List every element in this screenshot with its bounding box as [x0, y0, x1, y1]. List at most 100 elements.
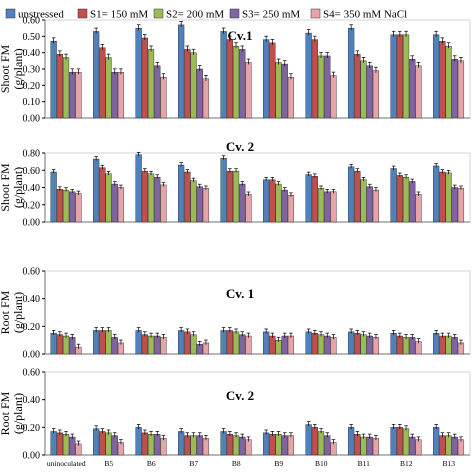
bar	[99, 47, 106, 119]
bar	[275, 183, 282, 223]
bar	[372, 189, 380, 223]
bar	[317, 431, 325, 456]
bar	[147, 434, 155, 456]
y-tick-label: 0.40	[23, 48, 41, 59]
bar	[348, 331, 355, 355]
bar	[245, 194, 252, 223]
bar	[354, 54, 361, 119]
bar	[366, 436, 373, 456]
bar	[117, 187, 125, 223]
bar	[135, 154, 142, 223]
bar	[50, 333, 57, 355]
bar	[196, 435, 203, 456]
bar	[239, 49, 246, 119]
bar	[263, 39, 270, 119]
bar	[390, 427, 397, 456]
y-axis-label: Shoot FM	[0, 44, 12, 93]
bar	[287, 195, 295, 223]
bar	[281, 435, 288, 456]
bar	[317, 334, 325, 355]
panel-3: 0.00 0.20 0.40 0.60 Root FM (g/plant) Cv. 1	[0, 267, 471, 361]
bar	[50, 171, 57, 223]
bar	[451, 436, 458, 456]
bar	[439, 435, 446, 456]
bar	[105, 330, 112, 355]
bar	[141, 432, 148, 456]
x-tick-label: B10	[315, 459, 328, 468]
bar	[275, 434, 282, 456]
legend-swatch	[153, 8, 164, 19]
bar	[239, 334, 246, 355]
bar	[232, 435, 240, 456]
y-tick-label: 0.00	[23, 218, 41, 229]
bar	[330, 337, 337, 355]
bar	[311, 176, 318, 223]
bar	[99, 167, 106, 223]
legend: unstressed S1= 150 mM S2= 200 mM S3= 250 mM…	[5, 8, 407, 21]
bar	[445, 45, 452, 119]
y-tick-label: 0.60	[23, 267, 41, 278]
bar	[50, 431, 57, 456]
bar	[348, 27, 355, 119]
x-tick-label: B12	[400, 459, 413, 468]
x-tick-label: B13	[442, 459, 455, 468]
bar	[154, 65, 161, 119]
bar	[433, 34, 440, 119]
bar	[354, 434, 361, 456]
bar	[390, 333, 397, 355]
bar	[141, 334, 148, 355]
legend-label: S1= 150 mM	[90, 9, 148, 21]
bar	[439, 335, 446, 355]
y-tick-label: 0.10	[23, 97, 41, 108]
y-tick-label: 0.20	[23, 322, 41, 333]
bar	[111, 72, 118, 119]
bar	[287, 76, 295, 119]
bar	[154, 434, 161, 456]
y-axis-label: Root FM	[0, 290, 12, 334]
bar	[263, 179, 270, 223]
y-axis-label: Root FM	[0, 391, 12, 435]
plot-frame	[44, 371, 471, 456]
panel-title: Cv. 1	[226, 286, 254, 301]
bar	[445, 172, 452, 223]
bar	[184, 435, 191, 456]
bar	[220, 330, 227, 355]
bar	[196, 68, 203, 119]
bar	[184, 171, 191, 223]
y-axis-label: Shoot FM	[0, 163, 12, 212]
legend-label: unstressed	[18, 9, 64, 21]
bar	[69, 436, 76, 456]
y-tick-label: 0.60	[23, 368, 41, 379]
bar	[62, 434, 70, 456]
legend-swatch	[229, 8, 240, 19]
bar	[147, 173, 155, 223]
bar	[56, 54, 63, 119]
legend-label: S3= 250 mM	[242, 9, 300, 21]
bar	[99, 431, 106, 456]
bar	[190, 435, 197, 456]
y-tick-label: 0.30	[23, 65, 41, 76]
bar	[305, 424, 312, 456]
bar	[111, 183, 118, 223]
bar	[415, 65, 422, 119]
y-tick-label: 0.60	[23, 16, 41, 27]
bar	[415, 194, 422, 223]
bar	[348, 166, 355, 223]
y-tick-label: 0.40	[23, 183, 41, 194]
bar	[366, 186, 373, 223]
bar	[324, 335, 331, 355]
legend-label: S2= 200 mM	[166, 9, 224, 21]
bar	[147, 49, 155, 119]
x-tick-label: B6	[147, 459, 156, 468]
bar	[396, 335, 403, 355]
bar	[202, 188, 210, 223]
bar	[62, 57, 70, 119]
bar	[154, 335, 161, 355]
bar	[281, 63, 288, 119]
y-tick-label: 0.40	[23, 294, 41, 305]
bar	[409, 59, 416, 119]
bar	[281, 189, 288, 223]
bar	[317, 55, 325, 119]
y-tick-label: 0.20	[23, 200, 41, 211]
bar	[190, 52, 197, 119]
